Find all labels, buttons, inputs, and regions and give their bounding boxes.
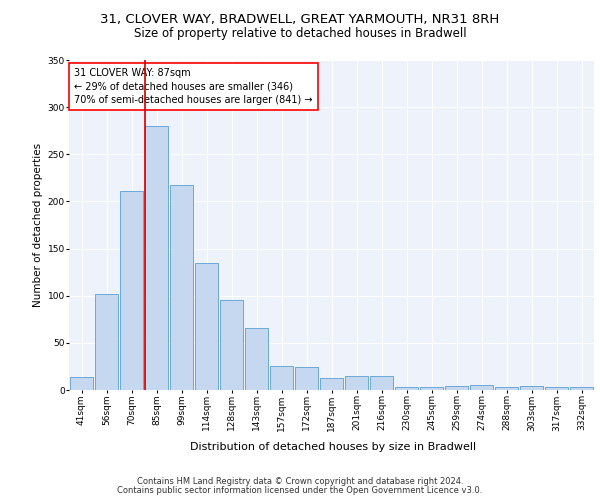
Text: Contains HM Land Registry data © Crown copyright and database right 2024.: Contains HM Land Registry data © Crown c… — [137, 477, 463, 486]
Bar — [345, 376, 368, 390]
Bar — [120, 191, 143, 390]
Bar — [195, 262, 218, 390]
Bar — [445, 386, 468, 390]
Bar — [545, 387, 568, 390]
Bar — [395, 387, 418, 390]
Text: Distribution of detached houses by size in Bradwell: Distribution of detached houses by size … — [190, 442, 476, 452]
Y-axis label: Number of detached properties: Number of detached properties — [34, 143, 43, 307]
Bar — [270, 366, 293, 390]
Bar — [145, 126, 168, 390]
Bar — [220, 300, 243, 390]
Text: 31 CLOVER WAY: 87sqm
← 29% of detached houses are smaller (346)
70% of semi-deta: 31 CLOVER WAY: 87sqm ← 29% of detached h… — [74, 68, 313, 104]
Bar — [320, 378, 343, 390]
Bar — [420, 387, 443, 390]
Bar — [370, 376, 393, 390]
Bar — [495, 387, 518, 390]
Bar — [470, 386, 493, 390]
Text: 31, CLOVER WAY, BRADWELL, GREAT YARMOUTH, NR31 8RH: 31, CLOVER WAY, BRADWELL, GREAT YARMOUTH… — [100, 12, 500, 26]
Bar — [245, 328, 268, 390]
Bar — [295, 368, 318, 390]
Text: Size of property relative to detached houses in Bradwell: Size of property relative to detached ho… — [134, 28, 466, 40]
Bar — [520, 386, 543, 390]
Bar — [95, 294, 118, 390]
Bar — [570, 387, 593, 390]
Bar — [70, 377, 93, 390]
Text: Contains public sector information licensed under the Open Government Licence v3: Contains public sector information licen… — [118, 486, 482, 495]
Bar — [170, 186, 193, 390]
